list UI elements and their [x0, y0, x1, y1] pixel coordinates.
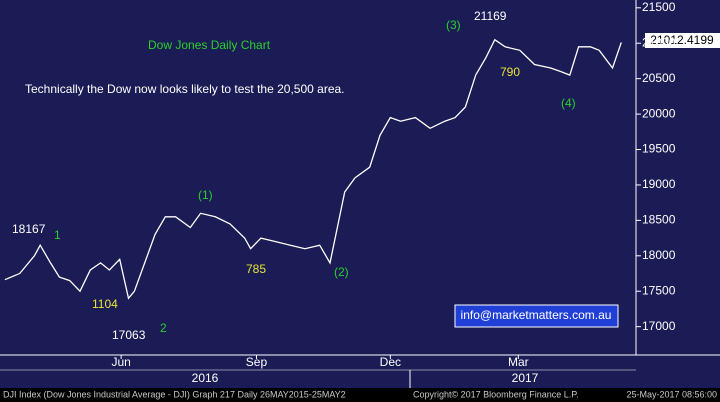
- subtitle: Technically the Dow now looks likely to …: [25, 82, 345, 96]
- annotation: (3): [446, 18, 461, 32]
- contact-box: [454, 304, 619, 328]
- last-price-tag: [645, 33, 720, 48]
- annotation: 785: [246, 262, 266, 276]
- plot-area: [4, 38, 622, 300]
- footer-bar: [0, 388, 720, 402]
- y-tick-label: 18000: [642, 248, 676, 262]
- x-tick-label: Sep: [246, 355, 268, 369]
- annotation: 2: [160, 321, 167, 335]
- footer-copyright: Copyright© 2017 Bloomberg Finance L.P.: [413, 389, 579, 399]
- y-tick-label: 19500: [642, 142, 676, 156]
- y-tick-label: 17000: [642, 319, 676, 333]
- annotation: (2): [334, 265, 349, 279]
- contact: info@marketmatters.com.au: [461, 308, 612, 322]
- x-tick-label: Jun: [111, 355, 130, 369]
- x-tick-label: Mar: [508, 355, 529, 369]
- annotation: 18167: [12, 222, 46, 236]
- annotation: 21169: [474, 9, 507, 23]
- annotation: 1104: [92, 297, 118, 311]
- y-tick-label: 17500: [642, 283, 676, 297]
- x-tick-label: Dec: [380, 355, 401, 369]
- annotation: (4): [561, 96, 576, 110]
- background: [0, 0, 720, 388]
- footer-date: 25-May-2017 08:56:00: [626, 389, 717, 399]
- y-tick-label: 18500: [642, 213, 676, 227]
- annotation: 790: [500, 65, 520, 79]
- year-label: 2016: [192, 371, 219, 385]
- annotation: 1: [54, 228, 61, 242]
- footer-left: DJI Index (Dow Jones Industrial Average …: [3, 389, 346, 399]
- year-label: 2017: [512, 371, 539, 385]
- y-tick-label: 19000: [642, 177, 676, 191]
- annotation: 17063: [112, 328, 146, 342]
- annotation: (1): [198, 188, 213, 202]
- last-price: 21012.4199: [650, 33, 714, 47]
- y-tick-label: 20500: [642, 71, 676, 85]
- price-line: [4, 38, 622, 300]
- y-tick-label: 21500: [642, 0, 676, 14]
- y-tick-label: 20000: [642, 106, 676, 120]
- chart-title: Dow Jones Daily Chart: [148, 38, 271, 52]
- y-tick-label: 21000: [642, 35, 676, 49]
